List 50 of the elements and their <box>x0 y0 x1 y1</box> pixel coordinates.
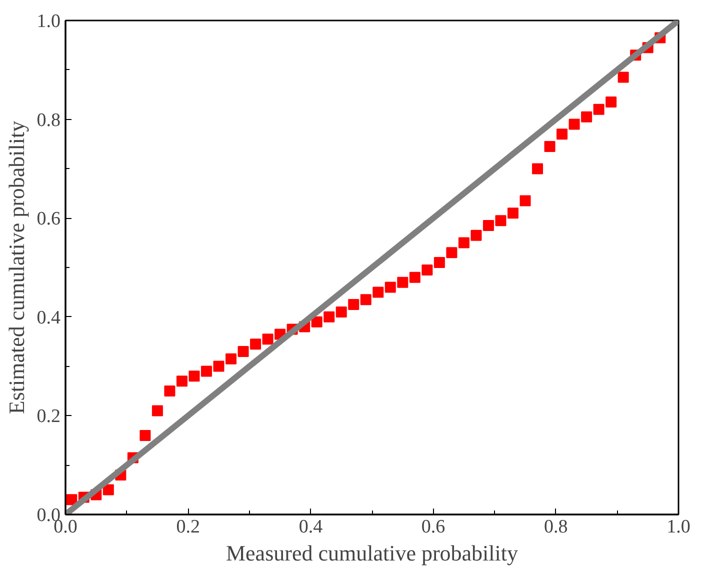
point <box>520 195 531 206</box>
point <box>262 334 274 345</box>
point <box>360 294 372 306</box>
y-tick-label: 0.8 <box>36 110 60 131</box>
x-tick-label: 0.8 <box>544 516 568 538</box>
point <box>458 237 470 248</box>
point <box>140 430 151 441</box>
point <box>495 215 506 226</box>
y-tick-label: 0.4 <box>36 307 61 328</box>
point <box>556 128 568 140</box>
point <box>409 272 420 283</box>
point <box>446 247 458 258</box>
y-tick-label: 0.6 <box>36 208 60 230</box>
point <box>482 220 494 232</box>
point <box>152 405 163 416</box>
point <box>200 366 212 377</box>
point <box>434 257 445 268</box>
point <box>324 311 335 322</box>
point <box>422 264 433 276</box>
point <box>188 370 200 382</box>
point <box>348 299 360 310</box>
y-tick-label: 1.0 <box>36 11 60 32</box>
y-tick-label: 0.2 <box>36 406 60 428</box>
point <box>606 96 617 108</box>
point <box>593 104 604 115</box>
point <box>532 163 544 174</box>
point <box>164 386 176 396</box>
x-tick-label: 0.4 <box>298 516 324 538</box>
point <box>102 484 114 496</box>
point <box>544 140 556 152</box>
point <box>568 118 580 130</box>
point <box>618 72 629 83</box>
point <box>397 276 408 288</box>
point <box>213 360 224 372</box>
point <box>238 346 249 357</box>
point <box>311 316 322 328</box>
x-tick-label: 0.6 <box>421 516 446 538</box>
x-tick-label: 0.2 <box>176 516 200 538</box>
point <box>470 230 482 241</box>
y-axis-title: Estimated cumulative probability <box>4 120 29 414</box>
point <box>384 282 396 293</box>
x-tick-label: 1.0 <box>666 516 690 538</box>
point <box>250 338 262 350</box>
point <box>226 353 237 364</box>
x-axis-title: Measured cumulative probability <box>226 540 518 566</box>
point <box>372 286 384 298</box>
point <box>336 306 347 318</box>
point <box>176 376 188 387</box>
point <box>581 111 592 122</box>
point <box>507 208 518 219</box>
